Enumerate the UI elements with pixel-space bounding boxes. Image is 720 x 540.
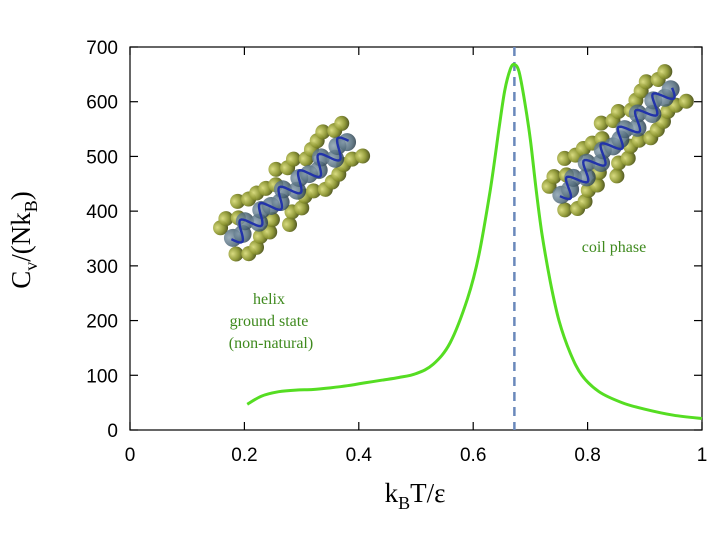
molecule-bead — [557, 202, 573, 218]
y-tick-label: 500 — [86, 147, 118, 168]
helix-annotation-line: (non-natural) — [229, 335, 313, 352]
y-tick-label: 700 — [86, 38, 118, 59]
molecule-core-bead — [628, 104, 647, 123]
molecule-bead — [306, 183, 322, 199]
molecule-bead — [294, 200, 310, 216]
helix-annotation: helix ground state (non-natural) — [229, 291, 313, 352]
molecule-backbone — [559, 87, 676, 201]
molecule-bead — [282, 216, 298, 232]
helix-annotation-line: helix — [253, 291, 285, 308]
y-axis-label-mid: /(Nk — [6, 212, 36, 262]
helix-molecule-image — [213, 115, 371, 262]
molecule-bead — [620, 150, 636, 166]
molecule-images — [213, 64, 694, 262]
x-tick-label: 0 — [125, 445, 136, 466]
coil-annotation: coil phase — [582, 239, 646, 256]
y-tick-label: 100 — [86, 366, 118, 387]
molecule-bead — [638, 74, 654, 90]
molecule-bead — [228, 246, 244, 262]
molecule-core-bead — [577, 153, 596, 172]
x-tick-label: 0.2 — [231, 445, 257, 466]
plot-frame — [129, 46, 703, 431]
molecule-backbone — [230, 136, 350, 244]
molecule-bead — [657, 64, 673, 80]
y-axis-label-sub2: B — [21, 200, 41, 212]
x-axis-label-sub: B — [398, 493, 410, 513]
x-tick-label: 0.8 — [574, 445, 600, 466]
molecule-bead — [355, 148, 371, 164]
coil-annotation-line: coil phase — [582, 239, 646, 256]
molecule-bead — [334, 115, 350, 131]
y-axis-label: Cv/(NkB) — [6, 191, 41, 289]
x-tick-label: 0.6 — [460, 445, 486, 466]
molecule-bead — [315, 124, 331, 140]
x-axis-label: kBT/ε — [385, 478, 446, 513]
molecule-bead — [546, 169, 562, 185]
y-tick-label: 600 — [86, 93, 118, 114]
y-tick-label: 400 — [86, 202, 118, 223]
y-axis-label-end: ) — [6, 191, 36, 200]
coil-molecule-image — [541, 64, 694, 218]
molecule-bead — [285, 151, 301, 167]
molecule-bead — [264, 212, 280, 228]
helix-annotation-line: ground state — [230, 313, 309, 330]
y-tick-label: 0 — [107, 421, 118, 442]
y-axis-label-sub1: v — [21, 262, 41, 271]
molecule-core-bead — [311, 148, 330, 167]
x-tick-label: 1 — [697, 445, 708, 466]
molecule-bead — [678, 93, 694, 109]
molecule-bead — [609, 168, 625, 184]
y-tick-label: 300 — [86, 257, 118, 278]
specific-heat-curve — [246, 62, 703, 420]
molecule-bead — [593, 115, 609, 131]
y-axis-label-main: C — [6, 271, 36, 289]
x-axis-label-rest: T/ε — [410, 478, 445, 508]
molecule-bead — [610, 103, 626, 119]
y-tick-label: 200 — [86, 312, 118, 333]
x-axis-label-main: k — [385, 478, 399, 508]
molecule-bead — [218, 211, 234, 227]
molecule-bead — [268, 161, 284, 177]
x-tick-label: 0.4 — [346, 445, 373, 466]
